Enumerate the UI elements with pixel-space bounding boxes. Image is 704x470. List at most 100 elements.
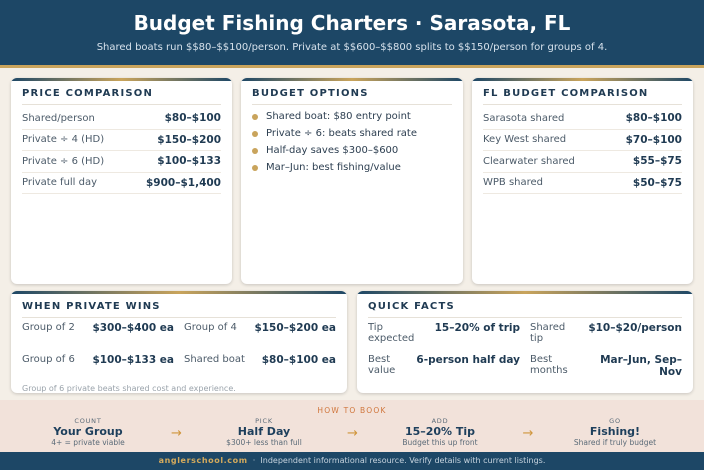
item-text: Half-day saves $300–$600 [266,145,399,156]
fact: Tip expected 15–20% of trip [368,322,520,350]
fact: Best months Mar–Jun, Sep–Nov [530,354,682,382]
value: $80–$100 ea [261,354,336,366]
card-title: FL BUDGET COMPARISON [483,78,682,105]
value: 6-person half day [416,354,520,366]
value: $55–$75 [632,155,682,168]
label: Key West shared [483,134,567,146]
step-sub: Budget this up front [402,438,478,447]
step-sub: Shared if truly budget [573,438,657,447]
row: Private full day $900–$1,400 [22,173,221,194]
fact: Best value 6-person half day [368,354,520,382]
footer: anglerschool.com · Independent informati… [0,452,704,470]
subtitle: Shared boats run $$80–$$100/person. Priv… [96,42,608,53]
label: Shared boat [184,354,245,365]
fact: Group of 4 $150–$200 ea [184,322,336,350]
step-title: Half Day [237,425,291,438]
label: Shared tip [530,322,566,344]
site: anglerschool.com [158,456,248,465]
step: PICK Half Day $300+ less than full [189,417,339,447]
note: Group of 6 private beats shared cost and… [22,384,236,393]
list-item: Shared boat: $80 entry point [252,108,452,125]
row: WPB shared $50–$75 [483,173,682,194]
row: Private ÷ 4 (HD) $150–$200 [22,130,221,151]
private-card: WHEN PRIVATE WINS Group of 2 $300–$400 ea G… [11,291,347,393]
step-title: Fishing! [589,425,641,438]
label: Sarasota shared [483,112,565,124]
value: $80–$100 [164,112,221,125]
how-to-book: HOW TO BOOK COUNT Your Group 4+ = private … [0,400,704,452]
step-title: Your Group [53,425,123,438]
arrow: → [347,426,358,441]
step-kicker: ADD [431,417,449,425]
item-text: Shared boat: $80 entry point [266,111,411,122]
value: $80–$100 [625,112,682,125]
title: Budget Fishing Charters · Sarasota, FL [133,11,571,35]
value: $150–$200 [157,133,221,146]
label: Best value [368,354,396,376]
step: GO Fishing! Shared if truly budget [540,417,690,447]
value: Mar–Jun, Sep–Nov [600,354,682,378]
label: Shared/person [22,112,95,124]
fact: Group of 2 $300–$400 ea [22,322,174,350]
arrow: → [171,426,182,441]
arrow: → [522,426,534,441]
value: $150–$200 ea [254,322,336,334]
step-kicker: PICK [255,417,273,425]
row: Clearwater shared $55–$75 [483,151,682,173]
value: $70–$100 [625,133,682,146]
label: Private ÷ 4 (HD) [22,134,105,146]
bullet [252,113,258,120]
footer-text: Independent informational resource. Veri… [260,456,546,465]
list-item: Mar–Jun: best fishing/value [252,159,452,176]
list-item: Private ÷ 6: beats shared rate [252,125,452,142]
fact: Shared boat $80–$100 ea [184,354,336,382]
value: $100–$133 ea [92,354,174,366]
fl-card: FL BUDGET COMPARISON Sarasota shared $80–$… [472,78,693,284]
step: ADD 15–20% Tip Budget this up front [365,417,515,447]
label: Group of 6 [22,354,75,365]
card-title: PRICE COMPARISON [22,78,221,105]
options-card: BUDGET OPTIONS Shared boat: $80 entry poi… [241,78,463,284]
row: Sarasota shared $80–$100 [483,108,682,130]
list-item: Half-day saves $300–$600 [252,142,452,159]
step: COUNT Your Group 4+ = private viable [13,417,163,447]
fact: Group of 6 $100–$133 ea [22,354,174,382]
bullet [252,164,258,171]
card-title: BUDGET OPTIONS [252,78,452,105]
step-sub: 4+ = private viable [51,438,125,447]
label: Group of 4 [184,322,237,333]
item-text: Mar–Jun: best fishing/value [266,162,401,173]
value: $900–$1,400 [146,176,221,189]
step-sub: $300+ less than full [226,438,302,447]
price-card: PRICE COMPARISON Shared/person $80–$100 Pri… [11,78,232,284]
step-kicker: COUNT [74,417,102,425]
bullet [252,130,258,137]
label: Best months [530,354,568,376]
bullet [252,147,258,154]
row: Shared/person $80–$100 [22,108,221,130]
card-title: WHEN PRIVATE WINS [22,291,336,318]
facts-card: QUICK FACTS Tip expected 15–20% of trip Sha… [357,291,693,393]
value: $10–$20/person [588,322,682,334]
header: Budget Fishing Charters · Sarasota, FL S… [0,0,704,68]
label: WPB shared [483,177,544,189]
separator: · [252,456,256,465]
step-kicker: GO [609,417,621,425]
row: Key West shared $70–$100 [483,130,682,151]
value: $100–$133 [157,155,221,168]
value: $300–$400 ea [92,322,174,334]
section-title: HOW TO BOOK [317,406,387,415]
fact-grid: Group of 2 $300–$400 ea Group of 4 $150–$20… [22,322,336,382]
item-text: Private ÷ 6: beats shared rate [266,128,418,139]
row: Private ÷ 6 (HD) $100–$133 [22,151,221,173]
value: 15–20% of trip [434,322,520,334]
step-title: 15–20% Tip [404,425,476,438]
card-title: QUICK FACTS [368,291,682,318]
label: Private full day [22,177,98,189]
value: $50–$75 [632,176,682,189]
label: Group of 2 [22,322,75,333]
label: Private ÷ 6 (HD) [22,155,105,167]
fact: Shared tip $10–$20/person [530,322,682,350]
fact-grid: Tip expected 15–20% of trip Shared tip $10–… [368,322,682,382]
